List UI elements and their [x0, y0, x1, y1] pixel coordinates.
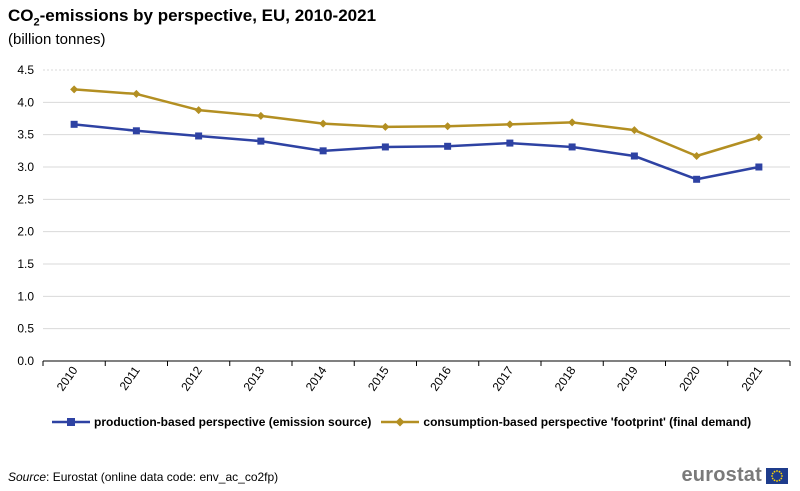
- x-tick-label: 2013: [241, 363, 268, 393]
- y-tick-label: 4.0: [17, 95, 34, 109]
- source-text: : Eurostat (online data code: env_ac_co2…: [46, 470, 279, 484]
- data-point-consumption: [505, 120, 514, 129]
- x-tick-label: 2019: [614, 363, 641, 393]
- x-tick-label: 2020: [676, 363, 703, 393]
- chart-title: CO2-emissions by perspective, EU, 2010-2…: [8, 6, 376, 28]
- data-point-production: [319, 147, 327, 155]
- y-tick-label: 0.0: [17, 354, 34, 368]
- title-rest: -emissions by perspective, EU, 2010-2021: [39, 6, 377, 25]
- y-tick-label: 2.0: [17, 225, 34, 239]
- legend-label-production: production-based perspective (emission s…: [94, 415, 372, 429]
- data-point-production: [755, 163, 763, 171]
- line-chart: 0.0 0.5 1.0 1.5 2.0 2.5 3.0 3.5 4.0 4.5 2010 2011 20…: [17, 63, 791, 394]
- x-tick-label: 2010: [54, 363, 81, 393]
- data-point-consumption: [692, 152, 701, 161]
- data-point-production: [568, 143, 576, 151]
- data-point-consumption: [194, 106, 203, 115]
- data-point-production: [195, 132, 203, 140]
- x-tick-label: 2014: [303, 363, 330, 393]
- logo-text: eurostat: [681, 464, 762, 486]
- data-point-production: [506, 139, 514, 147]
- y-tick-label: 3.5: [17, 128, 34, 142]
- x-tick-label: 2021: [739, 363, 766, 393]
- data-point-production: [444, 142, 452, 150]
- legend-item-production: production-based perspective (emission s…: [52, 415, 371, 429]
- data-point-consumption: [319, 119, 328, 128]
- y-tick-label: 1.5: [17, 257, 34, 271]
- x-tick-label: 2012: [178, 363, 205, 393]
- data-point-consumption: [443, 122, 452, 131]
- x-tick-label: 2011: [117, 363, 143, 392]
- source-note: Source: Eurostat (online data code: env_…: [8, 470, 278, 484]
- data-point-consumption: [256, 111, 265, 120]
- legend-swatch-production: [52, 418, 90, 426]
- title-subscript: 2: [33, 16, 40, 29]
- y-tick-label: 0.5: [17, 322, 34, 336]
- x-tick-label: 2016: [427, 363, 454, 393]
- y-tick-label: 1.0: [17, 289, 34, 303]
- eu-flag-icon: [766, 467, 788, 484]
- series-line-0: [73, 123, 760, 181]
- y-tick-label: 3.0: [17, 160, 34, 174]
- y-tick-label: 2.5: [17, 192, 34, 206]
- y-tick-label: 4.5: [17, 63, 34, 77]
- data-point-consumption: [70, 85, 79, 94]
- data-point-consumption: [381, 122, 390, 131]
- legend-label-consumption: consumption-based perspective 'footprint…: [423, 415, 752, 429]
- title-main: CO: [8, 6, 34, 25]
- data-point-consumption: [568, 118, 577, 127]
- x-tick-label: 2017: [490, 363, 517, 393]
- data-point-production: [132, 127, 140, 135]
- x-tick-label: 2018: [552, 363, 579, 393]
- legend: production-based perspective (emission s…: [52, 415, 761, 429]
- data-point-production: [70, 120, 78, 128]
- data-point-consumption: [754, 133, 763, 142]
- data-point-consumption: [132, 89, 141, 98]
- data-point-consumption: [630, 126, 639, 135]
- data-point-production: [630, 152, 638, 160]
- data-point-production: [693, 175, 701, 183]
- eurostat-logo: eurostat: [681, 464, 788, 487]
- data-point-production: [381, 143, 389, 151]
- chart-subtitle: (billion tonnes): [8, 31, 106, 48]
- source-label: Source: [8, 470, 47, 484]
- legend-swatch-consumption: [381, 417, 420, 427]
- data-point-production: [257, 137, 265, 145]
- series-line-1: [74, 88, 760, 158]
- legend-item-consumption: consumption-based perspective 'footprint…: [381, 415, 751, 429]
- x-tick-label: 2015: [365, 363, 392, 393]
